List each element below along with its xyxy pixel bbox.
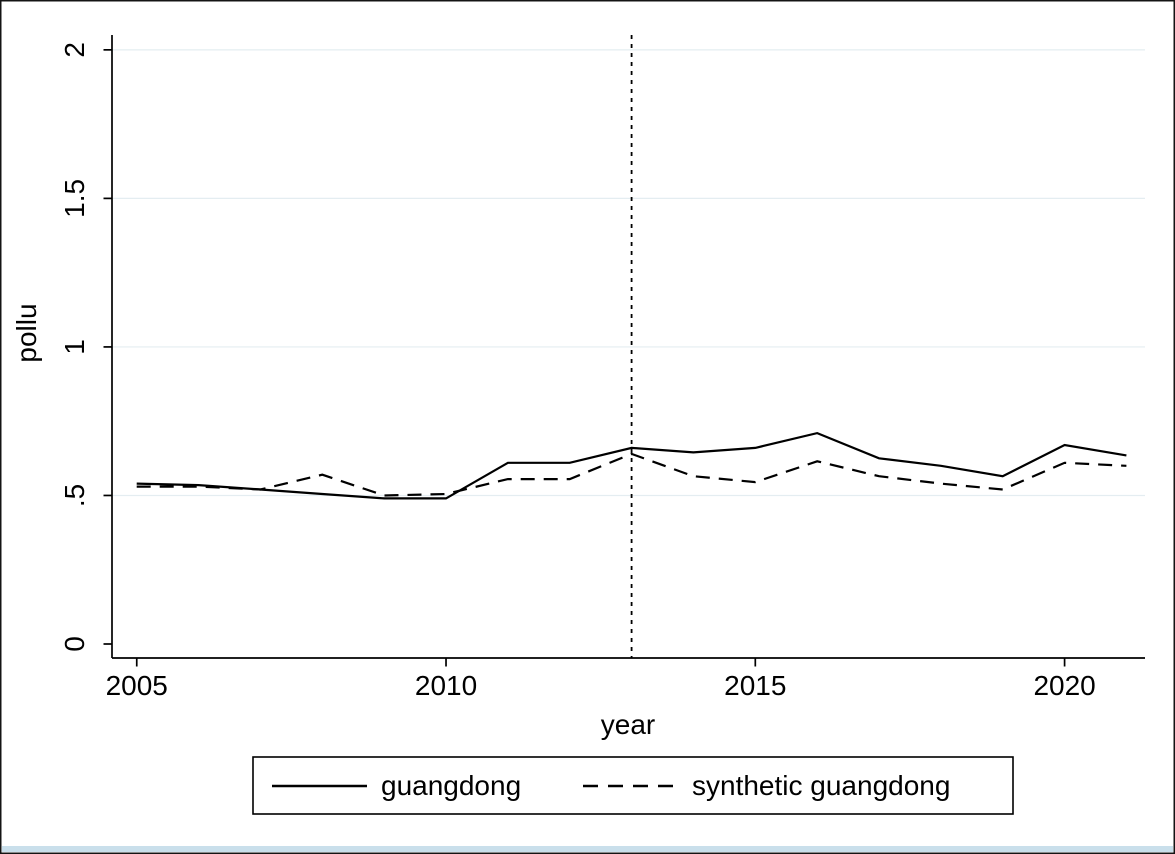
x-tick-label-2015: 2015 [724,670,786,701]
x-axis-title: year [601,709,655,740]
x-tick-label-2005: 2005 [106,670,168,701]
x-tick-label-2020: 2020 [1033,670,1095,701]
series-line-guangdong [136,431,1127,500]
window-bottom-edge [2,846,1173,852]
legend-label-synthetic-guangdong: synthetic guangdong [692,770,950,801]
y-tick-label-0: 0 [59,636,90,652]
legend-label-guangdong: guangdong [381,770,521,801]
series-lines [136,431,1127,500]
y-tick-label-1: 1 [59,339,90,355]
series-line-synthetic-guangdong [136,452,1127,497]
axis-ticks: 0 .5 1 1.5 2 2005 2010 2015 2020 [59,42,1096,701]
x-tick-label-2010: 2010 [415,670,477,701]
legend: guangdong synthetic guangdong [252,756,1014,815]
y-tick-label-2: 2 [59,42,90,58]
y-tick-label--5: .5 [59,484,90,507]
gridlines [112,49,1145,497]
y-axis-title: pollu [11,303,42,362]
y-tick-label-1-5: 1.5 [59,179,90,218]
